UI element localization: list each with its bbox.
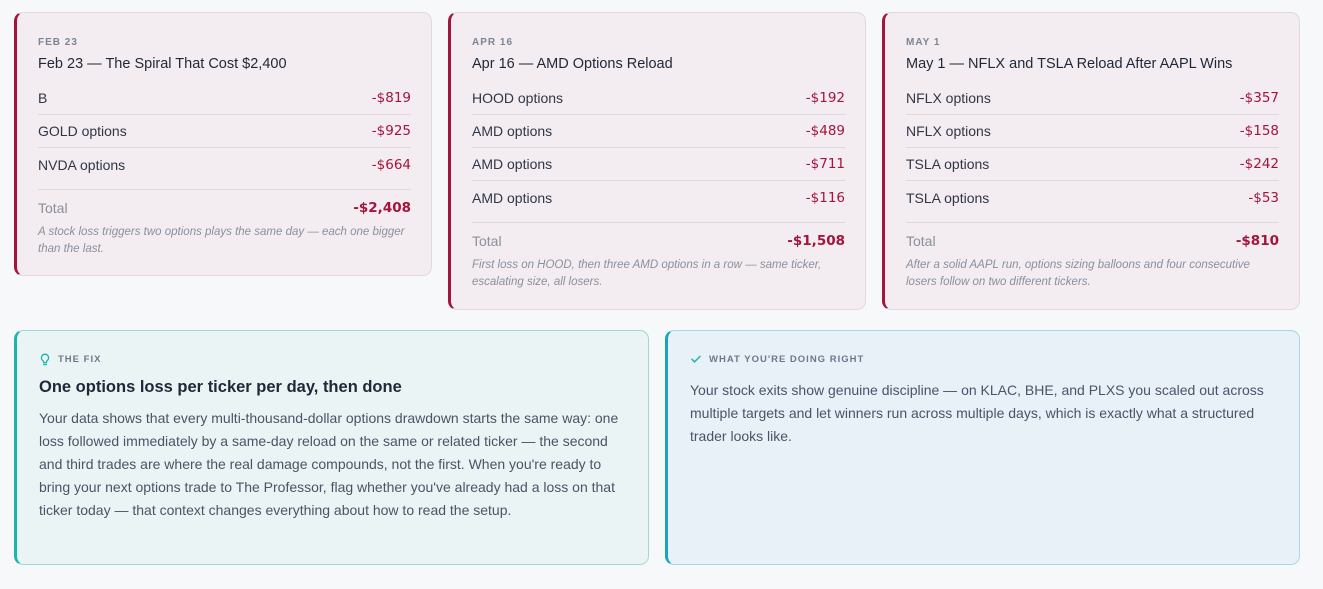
trade-label: B: [38, 90, 48, 106]
total-amount: -$1,508: [787, 233, 845, 249]
trade-amount: -$116: [805, 189, 845, 206]
trade-label: GOLD options: [38, 123, 127, 139]
trade-row: HOOD options -$192: [472, 82, 845, 115]
trade-label: AMD options: [472, 123, 553, 139]
fix-label-row: THE FIX: [39, 353, 628, 366]
card-date: FEB 23: [38, 37, 78, 48]
trade-row: AMD options -$711: [472, 148, 845, 181]
card-title: Apr 16 — AMD Options Reload: [472, 56, 673, 72]
fix-label: THE FIX: [58, 354, 102, 365]
doing-right-label: WHAT YOU'RE DOING RIGHT: [709, 353, 865, 365]
loss-spiral-card-may1: MAY 1 May 1 — NFLX and TSLA Reload After…: [882, 12, 1300, 310]
trade-label: HOOD options: [472, 90, 564, 106]
trade-label: TSLA options: [906, 189, 990, 206]
trade-amount: -$158: [1239, 123, 1279, 139]
doing-right-panel: WHAT YOU'RE DOING RIGHT Your stock exits…: [665, 330, 1300, 565]
trade-row: AMD options -$489: [472, 115, 845, 148]
trade-label: TSLA options: [906, 156, 990, 172]
trade-label: NVDA options: [38, 156, 126, 173]
trade-amount: -$242: [1239, 156, 1279, 172]
trade-amount: -$819: [371, 90, 411, 106]
trade-amount: -$53: [1248, 189, 1279, 206]
lightbulb-icon: [39, 353, 51, 366]
trade-row: NVDA options -$664: [38, 148, 411, 181]
total-row: Total -$810: [906, 222, 1279, 249]
total-label: Total: [472, 233, 502, 249]
card-date: APR 16: [472, 37, 514, 48]
card-date: MAY 1: [906, 37, 941, 48]
total-amount: -$810: [1235, 233, 1279, 249]
trade-amount: -$192: [805, 90, 845, 106]
fix-text: Your data shows that every multi-thousan…: [39, 410, 619, 518]
the-fix-panel: THE FIX One options loss per ticker per …: [14, 330, 649, 565]
trade-amount: -$489: [805, 123, 845, 139]
trade-amount: -$925: [371, 123, 411, 139]
trade-label: NFLX options: [906, 90, 991, 106]
card-title: Feb 23 — The Spiral That Cost $2,400: [38, 56, 287, 72]
checkmark-icon: [690, 353, 702, 365]
trade-row: AMD options -$116: [472, 181, 845, 214]
total-label: Total: [906, 233, 936, 249]
trade-row: B -$819: [38, 82, 411, 115]
fix-heading: One options loss per ticker per day, the…: [39, 378, 402, 396]
trade-row: NFLX options -$357: [906, 82, 1279, 115]
card-note: After a solid AAPL run, options sizing b…: [906, 259, 1250, 288]
trade-list: HOOD options -$192 AMD options -$489 AMD…: [472, 82, 845, 214]
trade-amount: -$357: [1239, 90, 1279, 106]
doing-right-text: Your stock exits show genuine discipline…: [690, 382, 1264, 444]
doing-right-label-row: WHAT YOU'RE DOING RIGHT: [690, 353, 1279, 365]
trade-row: TSLA options -$242: [906, 148, 1279, 181]
trade-row: TSLA options -$53: [906, 181, 1279, 214]
loss-spiral-card-feb23: FEB 23 Feb 23 — The Spiral That Cost $2,…: [14, 12, 432, 276]
trade-label: NFLX options: [906, 123, 991, 139]
trade-amount: -$711: [805, 156, 845, 172]
total-label: Total: [38, 200, 68, 216]
trade-label: AMD options: [472, 189, 553, 206]
total-row: Total -$2,408: [38, 189, 411, 216]
trade-amount: -$664: [371, 156, 411, 173]
card-note: First loss on HOOD, then three AMD optio…: [472, 259, 822, 288]
card-note: A stock loss triggers two options plays …: [38, 226, 405, 255]
trade-row: GOLD options -$925: [38, 115, 411, 148]
loss-spiral-card-apr16: APR 16 Apr 16 — AMD Options Reload HOOD …: [448, 12, 866, 310]
trade-list: NFLX options -$357 NFLX options -$158 TS…: [906, 82, 1279, 214]
total-amount: -$2,408: [353, 200, 411, 216]
trade-list: B -$819 GOLD options -$925 NVDA options …: [38, 82, 411, 181]
trade-label: AMD options: [472, 156, 553, 172]
trade-row: NFLX options -$158: [906, 115, 1279, 148]
card-title: May 1 — NFLX and TSLA Reload After AAPL …: [906, 56, 1233, 72]
total-row: Total -$1,508: [472, 222, 845, 249]
